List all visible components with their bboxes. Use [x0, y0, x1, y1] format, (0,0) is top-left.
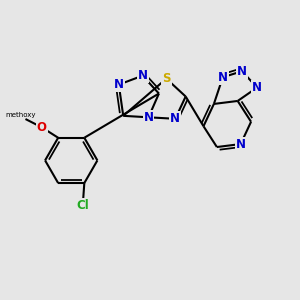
Text: N: N [252, 81, 262, 94]
Text: O: O [37, 121, 47, 134]
Text: N: N [218, 71, 228, 84]
Text: N: N [138, 69, 148, 82]
Text: methoxy: methoxy [6, 112, 36, 118]
Text: N: N [114, 78, 124, 91]
Text: N: N [237, 65, 247, 78]
Text: N: N [170, 112, 180, 125]
Text: Cl: Cl [76, 200, 89, 212]
Text: S: S [162, 72, 171, 85]
Text: N: N [236, 138, 246, 151]
Text: N: N [143, 111, 154, 124]
